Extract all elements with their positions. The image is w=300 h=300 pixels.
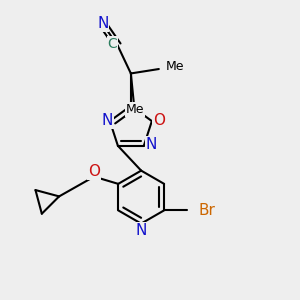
Text: O: O xyxy=(88,164,100,179)
Text: C: C xyxy=(107,37,117,51)
Text: Me: Me xyxy=(126,103,145,116)
Text: Me: Me xyxy=(166,60,185,73)
Text: N: N xyxy=(97,16,109,32)
Text: N: N xyxy=(136,223,147,238)
Text: Br: Br xyxy=(199,203,215,218)
Text: O: O xyxy=(153,113,165,128)
Text: N: N xyxy=(101,113,112,128)
Text: N: N xyxy=(146,137,157,152)
